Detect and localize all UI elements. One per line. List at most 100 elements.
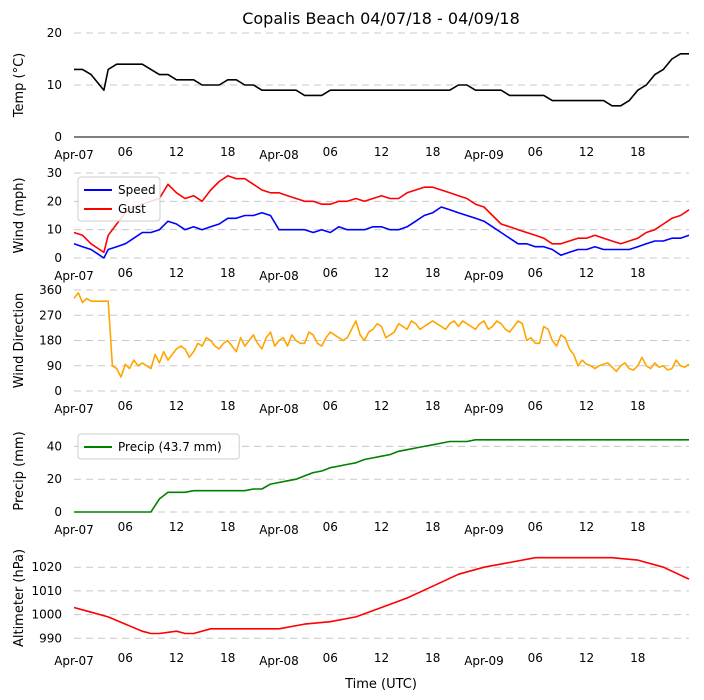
precip-legend-label: Precip (43.7 mm) [118, 440, 222, 454]
precip-panel: 0 20 40 Apr-07 06 12 18 Apr-08 06 12 18 Apr-09 06 12 1… [12, 431, 689, 537]
wind-x-tick-label: Apr-08 [259, 269, 299, 283]
altimeter-x-tick-label: 06 [323, 651, 338, 665]
wind-x-tick-label: 18 [220, 266, 235, 280]
wind-legend: Speed Gust [77, 176, 161, 222]
wind-direction-y-tick-label: 180 [39, 334, 62, 348]
altimeter-y-axis-label: Altimeter (hPa) [12, 549, 27, 647]
precip-x-tick-label: 12 [169, 520, 184, 534]
precip-y-tick-label: 40 [47, 439, 62, 453]
precip-x-tick-label: Apr-07 [54, 523, 94, 537]
altimeter-x-tick-label: 12 [169, 651, 184, 665]
wind-x-tick-label: 18 [425, 266, 440, 280]
altimeter-x-tick-label: Apr-09 [464, 654, 504, 668]
wind-direction-x-tick-label: 18 [425, 399, 440, 413]
precip-x-tick-label: Apr-09 [464, 523, 504, 537]
temp-x-tick-label: 18 [220, 145, 235, 159]
wind-x-tick-label: 18 [630, 266, 645, 280]
temp-x-tick-label: 12 [374, 145, 389, 159]
precip-y-tick-label: 0 [54, 505, 62, 519]
wind-x-tick-label: 12 [374, 266, 389, 280]
wind-y-axis-label: Wind (mph) [12, 177, 27, 253]
temp-x-tick-label: Apr-08 [259, 148, 299, 162]
temp-y-tick-label: 0 [54, 130, 62, 144]
wind-x-tick-label: 06 [323, 266, 338, 280]
wind-panel: 0 10 20 30 Apr-07 06 12 18 Apr-08 06 12 18 Apr-09 06 1… [12, 166, 690, 283]
altimeter-y-tick-label: 1020 [31, 560, 62, 574]
altimeter-x-tick-label: Apr-07 [54, 654, 94, 668]
wind-direction-x-tick-label: 06 [528, 399, 543, 413]
precip-x-tick-label: 06 [323, 520, 338, 534]
precip-x-tick-label: Apr-08 [259, 523, 299, 537]
wind-series-speed [73, 206, 690, 259]
wind-direction-x-tick-label: Apr-09 [464, 402, 504, 416]
precip-y-axis-label: Precip (mm) [12, 431, 27, 510]
precip-x-tick-label: 18 [220, 520, 235, 534]
wind-direction-x-tick-label: 12 [579, 399, 594, 413]
altimeter-y-tick-label: 990 [39, 631, 62, 645]
temp-x-tick-label: 18 [425, 145, 440, 159]
wind-series-gust [73, 175, 690, 254]
wind-direction-y-tick-label: 90 [47, 359, 62, 373]
wind-x-tick-label: 12 [169, 266, 184, 280]
altimeter-x-tick-label: 18 [425, 651, 440, 665]
temp-panel: 0 10 20 Apr-07 06 12 18 Apr-08 06 12 18 Apr-09 06 12 1… [12, 26, 689, 162]
temp-x-tick-label: Apr-07 [54, 148, 94, 162]
wind-direction-x-tick-label: 12 [374, 399, 389, 413]
wind-direction-y-tick-label: 270 [39, 308, 62, 322]
chart-title: Copalis Beach 04/07/18 - 04/09/18 [242, 9, 520, 28]
temp-y-tick-label: 20 [47, 26, 62, 40]
precip-y-tick-label: 20 [47, 472, 62, 486]
altimeter-x-tick-label: 18 [630, 651, 645, 665]
wind-x-tick-label: Apr-07 [54, 269, 94, 283]
temp-x-tick-label: 06 [118, 145, 133, 159]
altimeter-x-tick-label: 12 [579, 651, 594, 665]
altimeter-y-tick-label: 1010 [31, 584, 62, 598]
temp-x-tick-label: Apr-09 [464, 148, 504, 162]
wind-y-tick-label: 20 [47, 194, 62, 208]
wind-legend-label: Gust [118, 202, 146, 216]
wind-x-tick-label: Apr-09 [464, 269, 504, 283]
wind-direction-x-tick-label: 06 [323, 399, 338, 413]
wind-direction-x-tick-label: 18 [630, 399, 645, 413]
wind-direction-x-tick-label: Apr-07 [54, 402, 94, 416]
temp-x-tick-label: 06 [528, 145, 543, 159]
wind-direction-x-tick-label: 06 [118, 399, 133, 413]
temp-x-tick-label: 18 [630, 145, 645, 159]
wind-direction-x-tick-label: 18 [220, 399, 235, 413]
precip-series-precip-43-7-mm [74, 438, 689, 513]
temp-series-temp [74, 52, 689, 107]
wind-x-tick-label: 12 [579, 266, 594, 280]
wind-direction-series-direction [73, 291, 690, 378]
precip-x-tick-label: 06 [528, 520, 543, 534]
precip-legend-box [77, 433, 240, 460]
precip-x-tick-label: 18 [630, 520, 645, 534]
altimeter-x-tick-label: 06 [118, 651, 133, 665]
altimeter-series-altimeter [73, 556, 690, 635]
temp-y-tick-label: 10 [47, 78, 62, 92]
temp-x-tick-label: 12 [169, 145, 184, 159]
wind-x-tick-label: 06 [118, 266, 133, 280]
precip-x-tick-label: 12 [374, 520, 389, 534]
temp-x-tick-label: 06 [323, 145, 338, 159]
altimeter-panel: 990 1000 1010 1020 Apr-07 06 12 18 Apr-08 06 12 18 A… [12, 549, 690, 668]
wind-legend-label: Speed [118, 183, 156, 197]
altimeter-x-tick-label: 12 [374, 651, 389, 665]
wind-direction-y-tick-label: 360 [39, 283, 62, 297]
precip-x-tick-label: 12 [579, 520, 594, 534]
wind-y-tick-label: 30 [47, 166, 62, 180]
altimeter-x-tick-label: 06 [528, 651, 543, 665]
wind-y-tick-label: 0 [54, 251, 62, 265]
x-axis-label: Time (UTC) [344, 677, 417, 692]
temp-x-tick-label: 12 [579, 145, 594, 159]
wind-direction-y-axis-label: Wind Direction [12, 293, 27, 389]
altimeter-y-tick-label: 1000 [31, 608, 62, 622]
precip-legend: Precip (43.7 mm) [77, 433, 240, 460]
precip-x-tick-label: 06 [118, 520, 133, 534]
wind-direction-y-tick-label: 0 [54, 384, 62, 398]
altimeter-x-tick-label: Apr-08 [259, 654, 299, 668]
altimeter-x-tick-label: 18 [220, 651, 235, 665]
wind-direction-panel: 0 90 180 270 360 Apr-07 06 12 18 Apr-08 06 12 18 Apr-… [12, 283, 690, 416]
temp-y-axis-label: Temp (°C) [12, 53, 27, 119]
wind-direction-x-tick-label: Apr-08 [259, 402, 299, 416]
